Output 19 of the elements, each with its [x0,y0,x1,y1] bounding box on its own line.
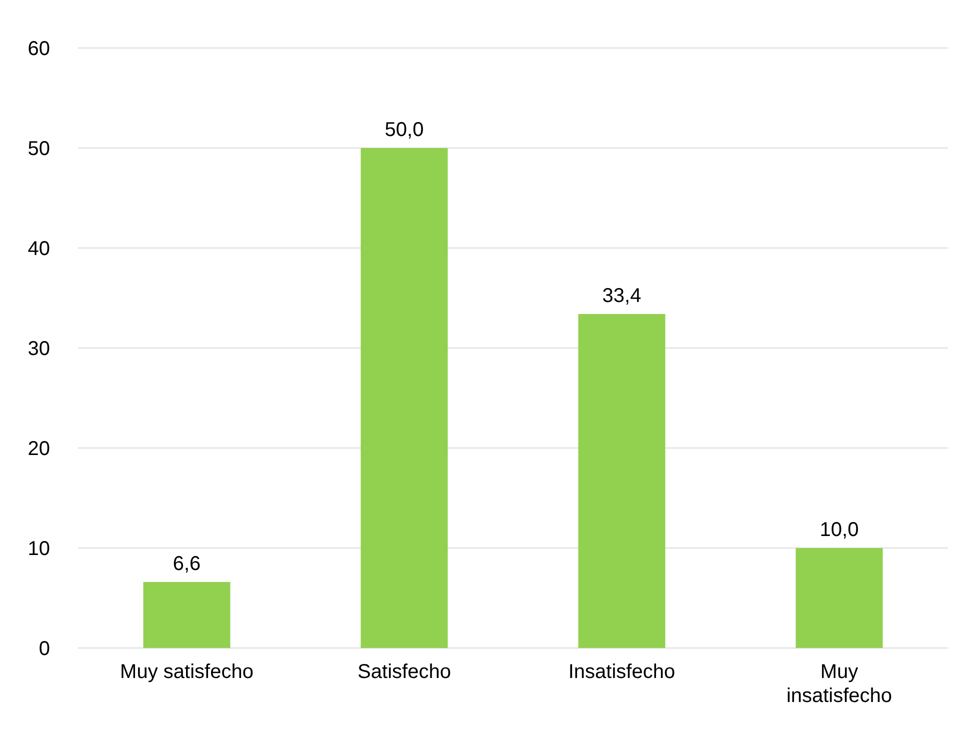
data-label: 10,0 [820,519,859,541]
y-tick-label: 20 [28,438,50,460]
y-tick-label: 0 [38,638,50,660]
data-label: 6,6 [172,553,201,575]
y-tick-label: 40 [28,238,50,260]
bar [360,148,448,648]
x-tick-label: Muy insatisfecho [786,661,892,707]
y-tick-label: 60 [28,38,50,60]
bar [578,314,666,648]
x-tick-label: Muy satisfecho [120,661,254,683]
y-tick-label: 30 [28,338,50,360]
y-tick-label: 10 [28,538,50,560]
y-tick-label: 50 [28,138,50,160]
data-label: 33,4 [602,285,642,307]
x-tick-label: Satisfecho [358,661,451,683]
x-tick-label: Insatisfecho [568,661,676,683]
bar [796,548,883,648]
data-label: 50,0 [384,119,424,141]
bar [143,582,230,648]
